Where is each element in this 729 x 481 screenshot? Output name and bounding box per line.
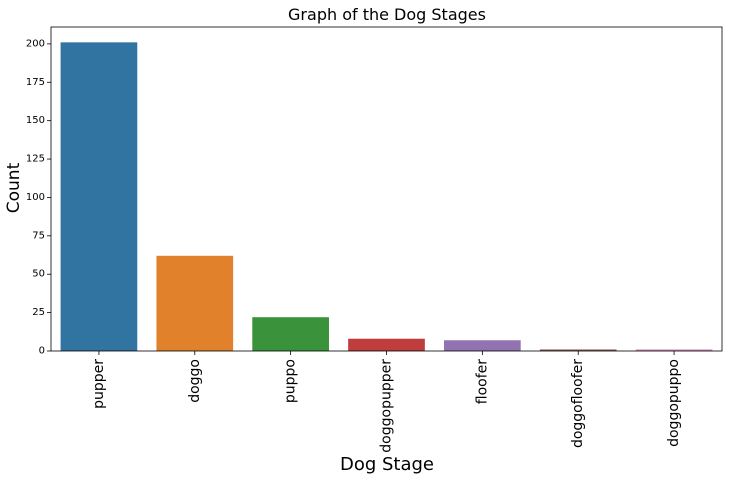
y-tick-label: 75 bbox=[32, 230, 45, 241]
x-tick-label: doggo bbox=[187, 359, 203, 403]
y-tick-label: 125 bbox=[26, 154, 45, 165]
y-tick-label: 200 bbox=[26, 38, 45, 49]
bars-group bbox=[60, 42, 713, 352]
bar-pupper bbox=[60, 42, 138, 352]
x-tick-label: pupper bbox=[91, 359, 107, 409]
bar-doggopuppo bbox=[635, 349, 713, 351]
y-tick-label: 100 bbox=[26, 192, 45, 203]
y-axis: 0 25 50 75 100 125 150 175 200 bbox=[26, 38, 51, 357]
x-tick-label: doggofloofer bbox=[570, 359, 586, 448]
chart-title: Graph of the Dog Stages bbox=[288, 5, 486, 24]
y-tick-label: 175 bbox=[26, 77, 45, 88]
y-tick-label: 150 bbox=[26, 115, 45, 126]
bar-floofer bbox=[444, 340, 521, 351]
x-axis-label: Dog Stage bbox=[340, 454, 434, 475]
bar-doggofloofer bbox=[539, 349, 617, 351]
x-axis: pupper doggo puppo doggopupper floofer doggof… bbox=[91, 351, 682, 453]
bar-doggopupper bbox=[348, 338, 425, 351]
x-tick-label: puppo bbox=[283, 359, 299, 403]
y-tick-label: 25 bbox=[32, 307, 45, 318]
x-tick-label: doggopupper bbox=[379, 359, 395, 453]
bar-doggo bbox=[156, 255, 234, 351]
y-tick-label: 0 bbox=[39, 346, 45, 357]
y-tick-label: 50 bbox=[32, 269, 45, 280]
x-tick-label: doggopuppo bbox=[666, 359, 682, 447]
bar-puppo bbox=[252, 317, 329, 351]
plot-frame bbox=[50, 26, 723, 352]
x-tick-label: floofer bbox=[474, 359, 490, 404]
y-axis-label: Count bbox=[4, 162, 24, 213]
